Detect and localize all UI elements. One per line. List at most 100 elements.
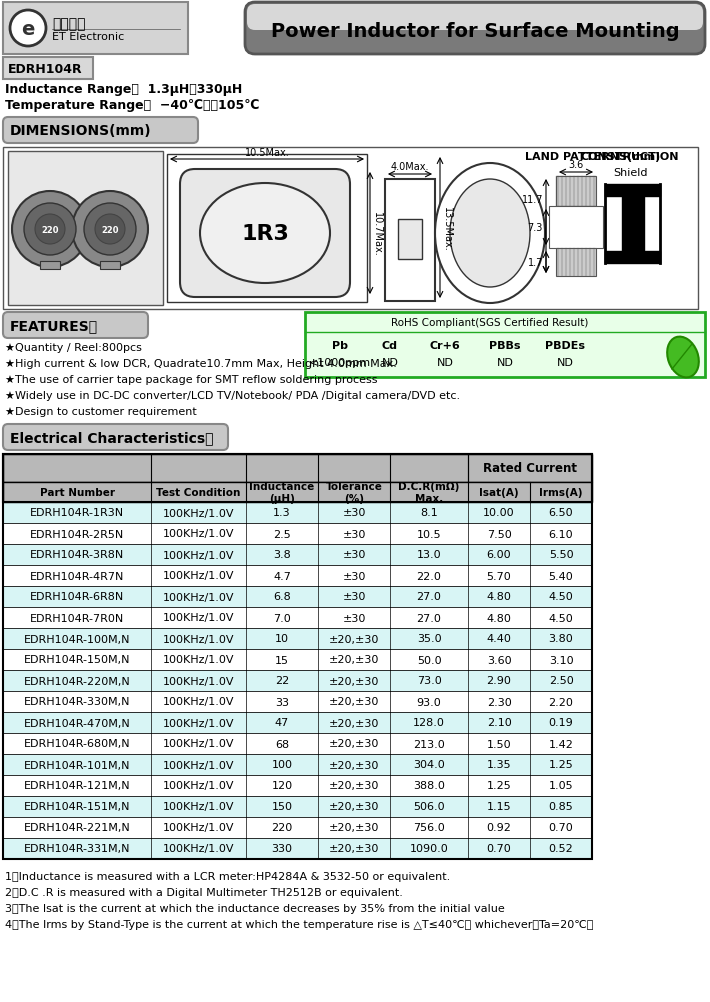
Text: 100KHz/1.0V: 100KHz/1.0V [163,613,234,623]
Text: ★Widely use in DC-DC converter/LCD TV/Notebook/ PDA /Digital camera/DVD etc.: ★Widely use in DC-DC converter/LCD TV/No… [5,391,460,401]
Text: EDRH104R-2R5N: EDRH104R-2R5N [30,529,124,539]
Text: 1090.0: 1090.0 [410,844,449,854]
Bar [8,152,163,306]
Text: 1.7: 1.7 [528,258,543,268]
Text: e: e [21,19,35,38]
Text: ±30: ±30 [342,529,366,539]
Text: 100KHz/1.0V: 100KHz/1.0V [163,844,234,854]
Text: EDRH104R-331M,N: EDRH104R-331M,N [23,844,130,854]
Text: Cr+6: Cr+6 [430,341,460,351]
Text: 2、D.C .R is measured with a Digital Multimeter TH2512B or equivalent.: 2、D.C .R is measured with a Digital Mult… [5,887,403,897]
Text: EDRH104R-101M,N: EDRH104R-101M,N [23,760,130,770]
Text: ND: ND [437,358,454,368]
Text: 4.0Max.: 4.0Max. [391,162,430,171]
Bar [605,184,660,196]
Text: 100: 100 [271,760,293,770]
Bar [3,502,592,523]
Text: 4.50: 4.50 [549,592,574,602]
Text: Temperature Range：  −40℃～＋105℃: Temperature Range： −40℃～＋105℃ [5,99,259,112]
FancyBboxPatch shape [247,5,703,31]
Text: EDRH104R-100M,N: EDRH104R-100M,N [23,634,130,644]
Text: 6.00: 6.00 [486,550,511,560]
Text: 10.00: 10.00 [484,508,515,518]
Text: D.C.R(mΩ)
Max.: D.C.R(mΩ) Max. [398,482,459,503]
Text: 3.10: 3.10 [549,655,573,665]
Text: DIMENSIONS(mm): DIMENSIONS(mm) [10,124,152,138]
Text: 13.0: 13.0 [417,550,442,560]
Text: ND: ND [496,358,513,368]
Text: 0.19: 0.19 [549,717,574,727]
Bar [556,248,596,277]
Circle shape [72,191,148,268]
Text: Pb: Pb [332,341,348,351]
Text: 3、The Isat is the current at which the inductance decreases by 35% from the init: 3、The Isat is the current at which the i… [5,903,505,913]
Text: 1.15: 1.15 [486,802,511,812]
Text: 756.0: 756.0 [413,823,445,833]
Text: 213.0: 213.0 [413,738,445,748]
Text: 顾特电子: 顾特电子 [52,17,85,31]
Text: 1.05: 1.05 [549,781,573,791]
Bar [3,148,698,310]
Text: Shield: Shield [613,167,648,177]
Bar [3,755,592,776]
Bar [3,58,93,80]
Text: EDRH104R-7R0N: EDRH104R-7R0N [30,613,124,623]
Text: 3.80: 3.80 [549,634,574,644]
Text: 1.3: 1.3 [273,508,291,518]
Text: 100KHz/1.0V: 100KHz/1.0V [163,717,234,727]
Text: 5.40: 5.40 [549,571,574,581]
FancyBboxPatch shape [3,313,148,339]
Circle shape [12,191,88,268]
Bar [100,262,120,270]
Text: EDRH104R-3R8N: EDRH104R-3R8N [30,550,124,560]
FancyBboxPatch shape [3,118,198,144]
Text: ★Quantity / Reel:800pcs: ★Quantity / Reel:800pcs [5,343,142,353]
Bar [3,455,592,502]
Text: 100KHz/1.0V: 100KHz/1.0V [163,802,234,812]
Text: 68: 68 [275,738,289,748]
Text: 1、Inductance is measured with a LCR meter:HP4284A & 3532-50 or equivalent.: 1、Inductance is measured with a LCR mete… [5,871,450,881]
Text: 7.3: 7.3 [528,222,543,232]
Text: 1R3: 1R3 [241,223,289,243]
Bar [3,565,592,586]
Text: 3.8: 3.8 [273,550,291,560]
Text: 0.92: 0.92 [486,823,511,833]
Text: ±30: ±30 [342,550,366,560]
Bar [40,262,60,270]
Bar [398,219,422,260]
Text: 10: 10 [275,634,289,644]
Text: EDRH104R: EDRH104R [8,62,82,75]
Bar [605,252,660,264]
Text: Tolerance
(%): Tolerance (%) [326,482,383,503]
Text: 10.5: 10.5 [417,529,442,539]
Text: Electrical Characteristics：: Electrical Characteristics： [10,431,214,445]
Text: 27.0: 27.0 [417,613,442,623]
Bar [556,176,596,206]
Bar [556,176,596,206]
Bar [385,179,435,302]
Circle shape [24,203,76,256]
Text: ±20,±30: ±20,±30 [329,696,379,706]
Text: 6.10: 6.10 [549,529,573,539]
Text: EDRH104R-4R7N: EDRH104R-4R7N [30,571,124,581]
Text: Rated Current: Rated Current [483,462,577,475]
Text: 1.50: 1.50 [486,738,511,748]
Text: ±20,±30: ±20,±30 [329,717,379,727]
Text: PBDEs: PBDEs [545,341,585,351]
Ellipse shape [667,338,699,378]
Text: 100KHz/1.0V: 100KHz/1.0V [163,592,234,602]
Text: ±30: ±30 [342,613,366,623]
Text: EDRH104R-470M,N: EDRH104R-470M,N [23,717,131,727]
Text: ±20,±30: ±20,±30 [329,781,379,791]
Text: 6.8: 6.8 [273,592,291,602]
Text: 5.70: 5.70 [486,571,511,581]
Bar [3,712,592,733]
Text: 220: 220 [41,225,59,234]
Text: ±20,±30: ±20,±30 [329,802,379,812]
Text: ★High current & low DCR, Quadrate10.7mm Max, Height 4.0mm Max.: ★High current & low DCR, Quadrate10.7mm … [5,359,397,369]
Text: ND: ND [557,358,574,368]
Text: 220: 220 [271,823,293,833]
Text: 2.20: 2.20 [549,696,574,706]
Ellipse shape [435,164,545,304]
Text: EDRH104R-150M,N: EDRH104R-150M,N [23,655,130,665]
